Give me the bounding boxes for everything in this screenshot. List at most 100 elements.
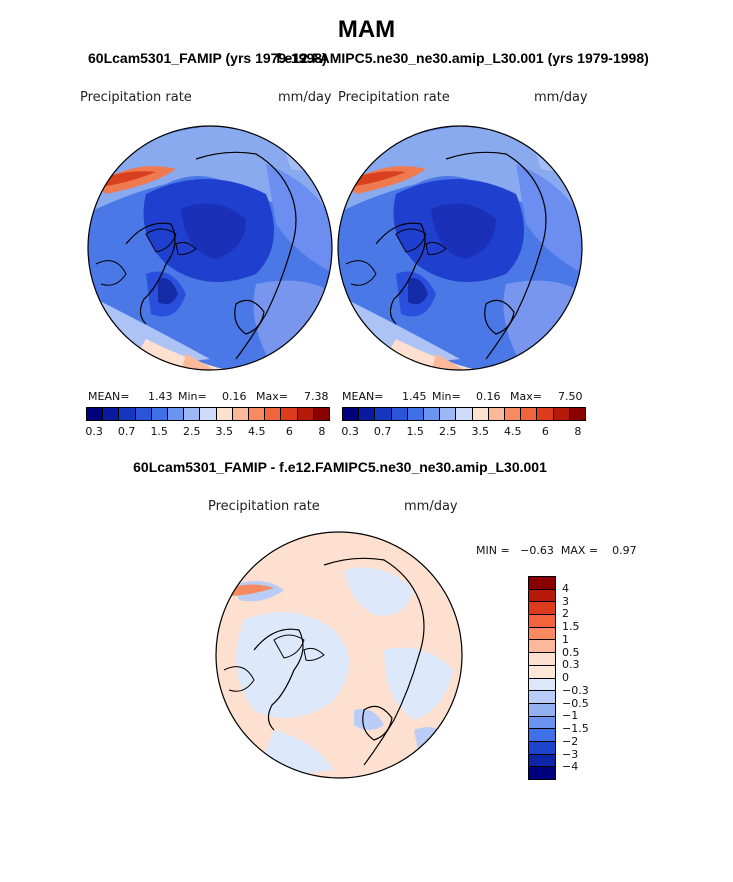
left-field-label: Precipitation rate [80, 90, 192, 105]
right-units-label: mm/day [534, 90, 588, 105]
colorbar-tick-label: 0.3 [341, 425, 359, 438]
colorbar-tick-label: 3.5 [215, 425, 234, 438]
colorbar-tick-label: 3.5 [471, 425, 490, 438]
colorbar-tick-label: 0.5 [562, 645, 580, 659]
colorbar-segment [529, 728, 555, 741]
colorbar-tick-label: 3 [562, 594, 569, 608]
left-units-label: mm/day [278, 90, 332, 105]
colorbar-segment [552, 408, 569, 420]
colorbar-segment [529, 652, 555, 665]
right-min-value: 0.16 [476, 390, 501, 403]
colorbar-tick-label: 0 [562, 671, 569, 684]
colorbar-segment [87, 408, 103, 420]
colorbar-tick-label: −4 [562, 760, 579, 774]
diff-units-label: mm/day [404, 499, 458, 514]
colorbar-segment [529, 740, 555, 754]
colorbar-segment [439, 408, 456, 420]
colorbar-tick-label: −0.5 [562, 696, 589, 710]
colorbar-segment [536, 408, 553, 420]
colorbar-segment [529, 601, 555, 615]
colorbar-tick-label: 0.7 [373, 425, 392, 438]
colorbar-segment [529, 677, 555, 691]
right-mean-label: MEAN= [342, 390, 384, 403]
colorbar-tick-label: 0.3 [85, 425, 103, 438]
colorbar-tick-label: 1.5 [406, 425, 424, 438]
colorbar-right-labels: 0.3 0.7 1.5 2.5 3.5 4.5 6 8 [341, 425, 586, 439]
colorbar-tick-label: −2 [562, 734, 579, 748]
colorbar-segment [487, 408, 505, 420]
colorbar-tick-label: 0.7 [117, 425, 136, 438]
colorbar-segment [529, 702, 555, 716]
colorbar-tick-label: 2.5 [438, 425, 457, 438]
diff-min-max: MIN = −0.63 MAX = 0.97 [476, 544, 637, 557]
colorbar-left-labels: 0.3 0.7 1.5 2.5 3.5 4.5 6 8 [85, 425, 330, 439]
polar-map-diff [215, 531, 463, 779]
left-max-value: 7.38 [304, 390, 329, 403]
colorbar-tick-label: 4 [562, 581, 569, 595]
colorbar-tick-label: 1.5 [150, 425, 168, 438]
colorbar-segment [102, 408, 119, 420]
colorbar-segment [504, 408, 521, 420]
left-mean-value: 1.43 [148, 390, 173, 403]
colorbar-diff [528, 576, 556, 780]
colorbar-segment [167, 408, 184, 420]
right-max-label: Max= [510, 390, 542, 403]
left-mean-label: MEAN= [88, 390, 130, 403]
colorbar-segment [529, 577, 555, 589]
colorbar-segment [406, 408, 424, 420]
colorbar-tick-label: 1 [562, 632, 569, 646]
right-max-value: 7.50 [558, 390, 583, 403]
left-panel-subtitle: 60Lcam5301_FAMIP (yrs 1979-1998) [88, 50, 327, 66]
colorbar-segment [568, 408, 586, 420]
right-field-label: Precipitation rate [338, 90, 450, 105]
left-min-label: Min= [178, 390, 207, 403]
colorbar-tick-label: −3 [562, 747, 579, 761]
colorbar-tick-label: 0.3 [562, 658, 580, 672]
colorbar-segment [529, 626, 555, 640]
colorbar-tick-label: −0.3 [562, 683, 589, 697]
colorbar-diff-labels: 4 3 2 1.5 1 0.5 0.3 0 −0.3 −0.5 −1 −1.5 −2 −3 −4 [562, 576, 602, 780]
colorbar-segment [264, 408, 281, 420]
right-mean-value: 1.45 [402, 390, 427, 403]
colorbar-segment [231, 408, 249, 420]
colorbar-tick-label: 2.5 [182, 425, 201, 438]
diff-panel-subtitle: 60Lcam5301_FAMIP - f.e12.FAMIPC5.ne30_ne… [133, 459, 547, 475]
colorbar-tick-label: 4.5 [248, 425, 266, 438]
right-min-label: Min= [432, 390, 461, 403]
colorbar-tick-label: −1.5 [562, 722, 589, 735]
left-max-label: Max= [256, 390, 288, 403]
colorbar-tick-label: 4.5 [504, 425, 522, 438]
colorbar-tick-label: 6 [541, 425, 549, 438]
left-min-value: 0.16 [222, 390, 247, 403]
colorbar-segment [529, 664, 555, 678]
colorbar-segment [134, 408, 151, 420]
colorbar-segment [471, 408, 488, 420]
colorbar-segment [215, 408, 232, 420]
colorbar-segment [183, 408, 200, 420]
colorbar-segment [529, 639, 555, 653]
colorbar-tick-label: 2 [562, 607, 569, 621]
colorbar-segment [455, 408, 472, 420]
polar-map-left [87, 125, 333, 371]
colorbar-segment [529, 690, 555, 703]
colorbar-tick-label: 8 [574, 425, 582, 438]
colorbar-tick-label: 8 [318, 425, 326, 438]
colorbar-segment [248, 408, 265, 420]
colorbar-segment [529, 715, 555, 729]
colorbar-segment [374, 408, 391, 420]
colorbar-segment [312, 408, 330, 420]
colorbar-segment [390, 408, 407, 420]
colorbar-segment [296, 408, 313, 420]
colorbar-segment [343, 408, 359, 420]
colorbar-segment [529, 588, 555, 602]
colorbar-left [86, 407, 330, 421]
colorbar-right [342, 407, 586, 421]
colorbar-segment [118, 408, 135, 420]
diff-field-label: Precipitation rate [208, 499, 320, 514]
colorbar-segment [529, 766, 555, 779]
colorbar-segment [529, 614, 555, 627]
colorbar-segment [423, 408, 440, 420]
colorbar-segment [358, 408, 375, 420]
colorbar-segment [520, 408, 537, 420]
colorbar-segment [280, 408, 297, 420]
